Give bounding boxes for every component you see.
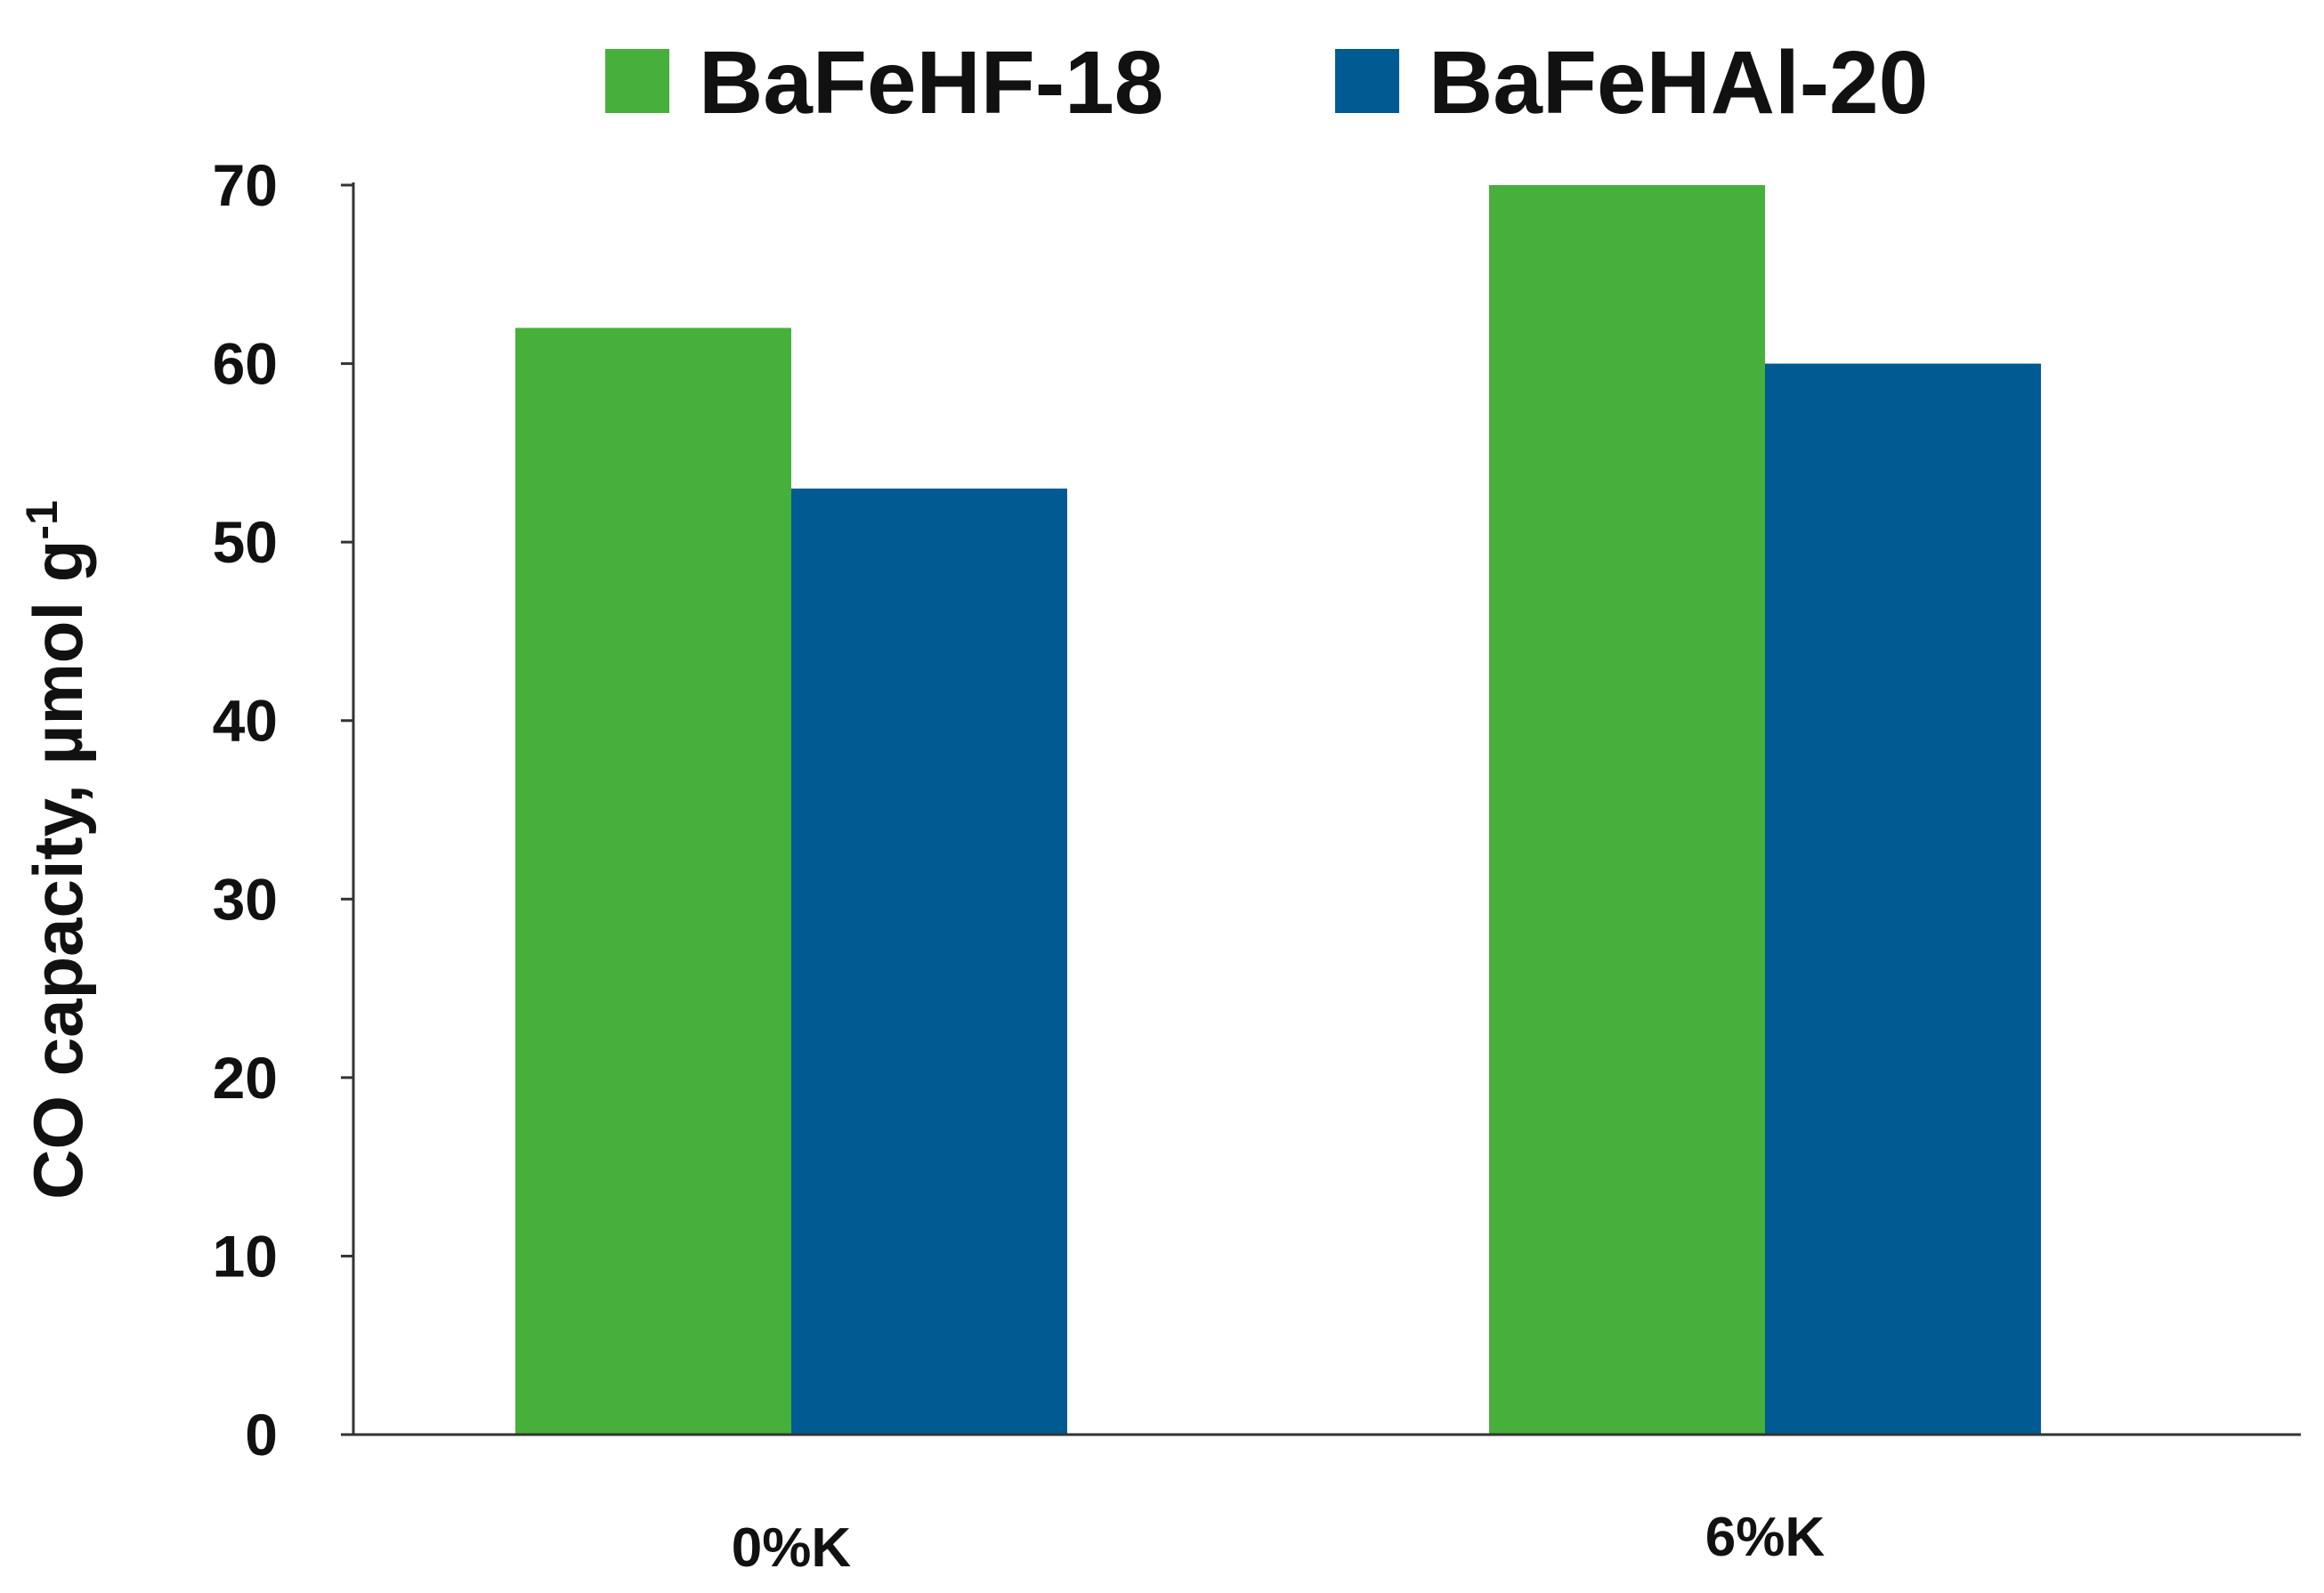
legend-swatch-series-1 [1335,49,1399,113]
y-tick-label-7: 70 [213,152,278,218]
legend-item-series-0: BaFeHF-18 [605,33,1163,133]
y-tick-label-1: 10 [213,1223,278,1289]
legend-swatch-series-0 [605,49,669,113]
legend-item-series-1: BaFeHAl-20 [1335,33,1928,133]
legend: BaFeHF-18 BaFeHAl-20 [605,33,1928,133]
y-axis-title-text: CO capacity, µmol g [19,540,97,1200]
y-axis-title-superscript: -1 [17,500,67,539]
y-axis-ticks: 0 10 20 30 40 50 60 70 [213,152,353,1468]
y-axis-title: CO capacity, µmol g-1 [17,500,97,1200]
x-category-label-0: 0%K [732,1517,852,1579]
y-tick-label-2: 20 [213,1045,278,1111]
y-tick-label-6: 60 [213,331,278,397]
x-axis-labels: 0%K 6%K [732,1507,1826,1579]
bar-series-0-0%K [515,327,791,1435]
bar-series-1-0%K [791,488,1067,1435]
bar-series-0-6%K [1489,185,1765,1435]
bars [515,185,2041,1435]
x-category-label-1: 6%K [1705,1507,1826,1568]
y-tick-label-5: 50 [213,509,278,575]
legend-label-series-1: BaFeHAl-20 [1429,33,1928,133]
y-tick-label-4: 40 [213,688,278,754]
y-tick-label-0: 0 [245,1402,278,1468]
bar-series-1-6%K [1765,363,2041,1435]
legend-label-series-0: BaFeHF-18 [699,33,1163,133]
y-tick-label-3: 30 [213,866,278,932]
